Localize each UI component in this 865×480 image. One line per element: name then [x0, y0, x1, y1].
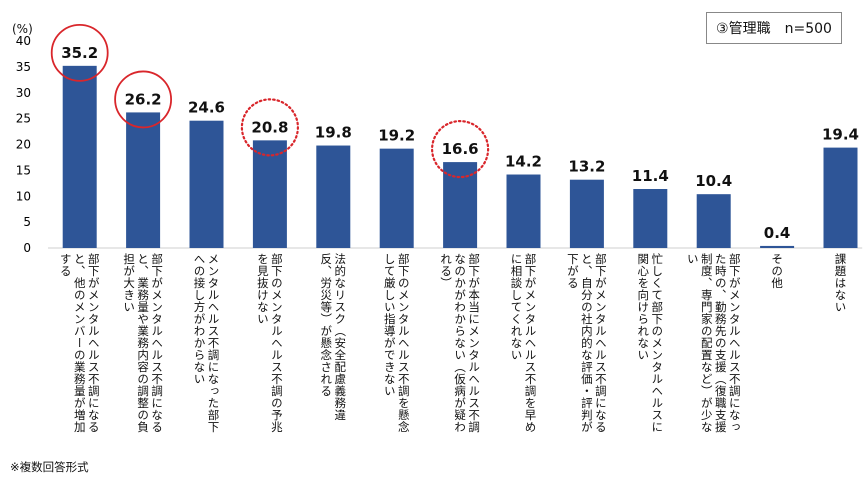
- y-tick-label: 40: [16, 34, 31, 48]
- category-label: 部下がメンタルヘルス不調になる と、他のメンバーの業務量が増加 する: [58, 253, 101, 433]
- data-label: 19.4: [822, 126, 859, 144]
- data-label: 35.2: [61, 44, 98, 62]
- bar: [189, 120, 224, 248]
- highlight-circle: [240, 98, 299, 157]
- legend-box: ③管理職 n=500: [706, 12, 842, 44]
- data-label: 11.4: [632, 167, 669, 185]
- data-label: 24.6: [188, 99, 225, 117]
- y-tick-label: 30: [16, 86, 31, 100]
- bars: [62, 65, 858, 248]
- y-tick-label: 15: [16, 163, 31, 177]
- value-labels: 35.2 26.2 24.6 20.8 19.8 19.2 16.6 14.2 13.2 11.4…: [61, 44, 859, 242]
- category-label: 課題はない: [833, 253, 848, 313]
- data-label: 16.6: [442, 140, 479, 158]
- category-label: 部下のメンタルヘルス不調を懸念 して厳しい指導ができない: [382, 253, 411, 433]
- bar: [252, 140, 287, 248]
- bar: [823, 147, 858, 248]
- bar: [760, 245, 795, 248]
- category-label: 法的なリスク（安全配慮義務違 反、労災等）が懸念される: [319, 253, 348, 421]
- category-label: 部下がメンタルヘルス不調を早め に相談してくれない: [509, 253, 538, 433]
- category-label: 部下が本当にメンタルヘルス不調 なのかがわからない（仮病が疑わ れる）: [439, 253, 482, 433]
- category-label: 部下のメンタルヘルス不調の予兆 を見抜けない: [255, 253, 284, 433]
- y-tick-label: 5: [23, 215, 31, 229]
- category-label: その他: [770, 253, 785, 289]
- highlight-circle: [431, 119, 490, 179]
- data-label: 13.2: [568, 158, 605, 176]
- highlight-circle: [50, 23, 109, 82]
- bar: [443, 162, 478, 248]
- category-label: 部下がメンタルヘルス不調になっ た時の、勤務先の支援（復職支援 制度、専門家の配…: [685, 253, 742, 433]
- category-label: 部下がメンタルヘルス不調になる と、業務量や業務内容の調整の負 担が大きい: [122, 253, 165, 433]
- y-tick-label: 35: [16, 60, 31, 74]
- footnote: ※複数回答形式: [10, 460, 89, 474]
- y-tick-label: 25: [16, 112, 31, 126]
- y-tick-label: 0: [23, 241, 31, 255]
- category-label: 部下がメンタルヘルス不調になる と、自分の社内的な評価・評判が 下がる: [565, 253, 608, 433]
- highlight-circle: [114, 70, 173, 129]
- y-axis-unit-label: (%): [12, 22, 33, 36]
- bar: [126, 112, 161, 248]
- data-label: 26.2: [125, 90, 162, 108]
- bar: [506, 174, 541, 248]
- category-label: 忙しくて部下のメンタルヘルスに 関心を向けられない: [636, 253, 665, 433]
- bar: [316, 145, 351, 248]
- data-label: 14.2: [505, 153, 542, 171]
- data-label: 0.4: [764, 224, 791, 242]
- bar: [569, 179, 604, 248]
- bar: [696, 194, 731, 248]
- bar: [62, 65, 97, 248]
- data-label: 10.4: [695, 172, 732, 190]
- bar: [633, 189, 668, 248]
- data-label: 19.2: [378, 127, 415, 145]
- y-tick-label: 10: [16, 189, 31, 203]
- data-label: 19.8: [315, 124, 352, 142]
- data-label: 20.8: [251, 118, 288, 136]
- y-tick-label: 20: [16, 138, 31, 152]
- bar: [379, 148, 414, 248]
- category-label: メンタルヘルス不調になった部下 への接し方がわからない: [192, 253, 221, 433]
- highlight-circles: [50, 23, 490, 179]
